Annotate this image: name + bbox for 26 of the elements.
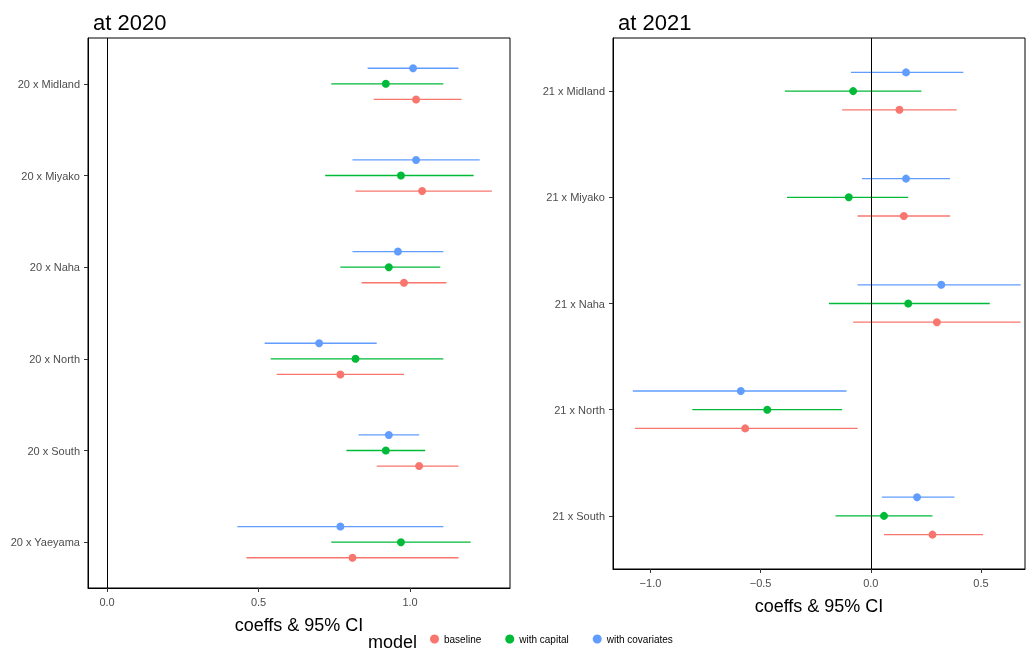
y-tick-label: 20 x Midland bbox=[17, 77, 80, 90]
legend-label: with covariates bbox=[605, 633, 673, 645]
chart-title: at 2021 bbox=[618, 9, 692, 35]
y-tick-label: 20 x South bbox=[27, 444, 80, 457]
y-tick-label: 20 x North bbox=[29, 352, 80, 365]
x-tick-label: 0.0 bbox=[863, 576, 879, 589]
x-tick-label: 0.5 bbox=[973, 576, 989, 589]
y-tick-label: 21 x South bbox=[552, 509, 605, 522]
x-tick-label: 0.0 bbox=[99, 595, 115, 608]
y-tick-label: 21 x North bbox=[554, 403, 605, 416]
legend-label: baseline bbox=[444, 633, 482, 645]
x-axis-title: coeffs & 95% CI bbox=[234, 615, 364, 635]
x-tick-label: −1.0 bbox=[639, 576, 662, 589]
legend-title: model bbox=[368, 632, 418, 652]
x-tick-label: −0.5 bbox=[749, 576, 772, 589]
y-tick-label: 20 x Naha bbox=[29, 261, 81, 274]
y-tick-label: 21 x Naha bbox=[554, 297, 606, 310]
y-tick-label: 21 x Midland bbox=[542, 85, 605, 98]
y-tick-label: 20 x Miyako bbox=[21, 169, 80, 182]
y-tick-label: 21 x Miyako bbox=[546, 191, 605, 204]
x-tick-label: 1.0 bbox=[402, 595, 418, 608]
legend-label: with capital bbox=[518, 633, 569, 645]
x-axis-title: coeffs & 95% CI bbox=[754, 596, 884, 616]
x-tick-label: 0.5 bbox=[250, 595, 267, 608]
y-tick-label: 20 x Yaeyama bbox=[10, 536, 81, 549]
chart-title: at 2020 bbox=[93, 9, 167, 35]
